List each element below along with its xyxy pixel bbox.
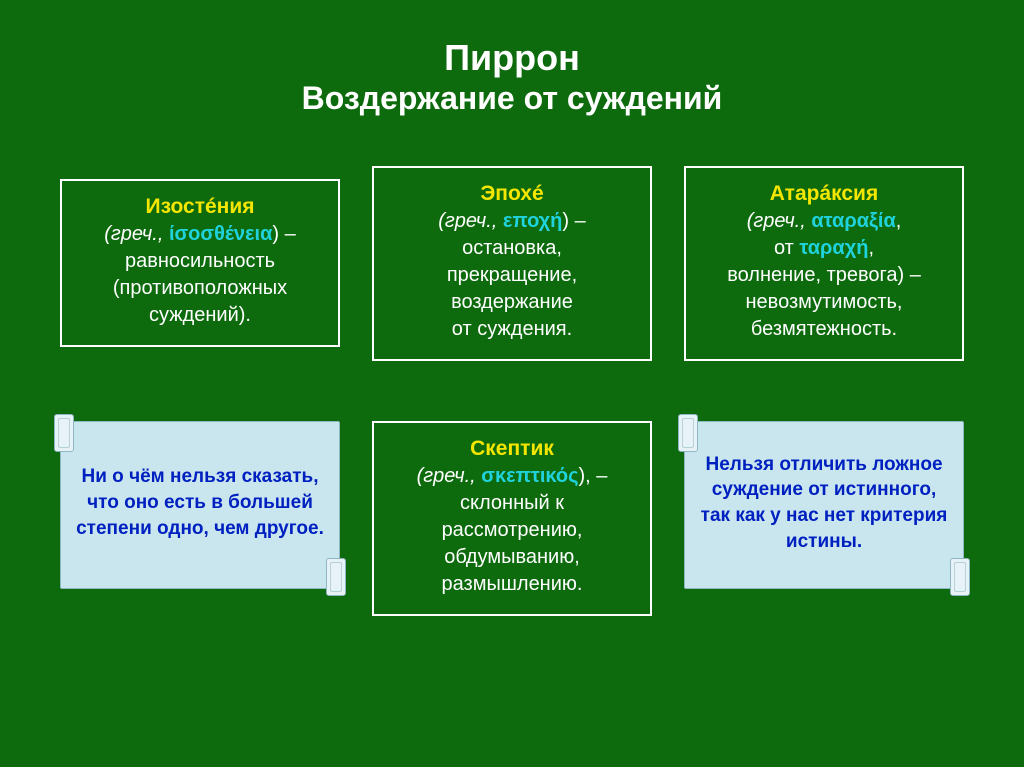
def-line: остановка, — [382, 235, 642, 262]
card-skeptik: Скептик (греч., σκεπτικός), – склонный к… — [372, 421, 652, 616]
etymology-line-2: от ταραχή, — [694, 235, 954, 262]
etymology-line: (греч., αταραξία, — [694, 208, 954, 235]
term: Эпохé — [382, 180, 642, 208]
greek-word: σκεπτικός — [481, 465, 578, 487]
def-line: склонный к — [382, 490, 642, 517]
scroll-text: Нельзя отличить ложное суждение от истин… — [697, 452, 951, 555]
def-line: невозмутимость, — [694, 289, 954, 316]
etymology-line: (греч., σκεπτικός), – — [382, 463, 642, 490]
scroll-left: Ни о чём нельзя сказать, что оно есть в … — [60, 421, 340, 589]
greek-suffix: ) – — [562, 210, 585, 232]
card-isostenia: Изостéния (греч., ίσοσθένεια) – равносил… — [60, 179, 340, 347]
scroll-roll-icon — [678, 414, 698, 452]
def-line: прекращение, — [382, 262, 642, 289]
definitions-row-bottom: Ни о чём нельзя сказать, что оно есть в … — [0, 421, 1024, 616]
def-line: волнение, тревога) – — [694, 262, 954, 289]
def-line: размышлению. — [382, 571, 642, 598]
term: Атарáксия — [694, 180, 954, 208]
scroll-right: Нельзя отличить ложное суждение от истин… — [684, 421, 964, 589]
greek-suffix: ), – — [579, 465, 608, 487]
slide-title: Пиррон Воздержание от суждений — [0, 0, 1024, 118]
greek-suffix: ) – — [272, 223, 295, 245]
title-line-1: Пиррон — [0, 36, 1024, 79]
def-line: обдумыванию, — [382, 544, 642, 571]
scroll-roll-icon — [950, 558, 970, 596]
definitions-row-top: Изостéния (греч., ίσοσθένεια) – равносил… — [0, 166, 1024, 361]
card-epoche: Эпохé (греч., εποχή) – остановка, прекра… — [372, 166, 652, 361]
etymology-line: (греч., ίσοσθένεια) – — [70, 221, 330, 248]
card-ataraxia: Атарáксия (греч., αταραξία, от ταραχή, в… — [684, 166, 964, 361]
def-line: от суждения. — [382, 316, 642, 343]
def-line: воздержание — [382, 289, 642, 316]
from-label: от — [774, 237, 799, 259]
greek-prefix: (греч., — [438, 210, 503, 232]
def-line: рассмотрению, — [382, 517, 642, 544]
greek-prefix: (греч., — [417, 465, 482, 487]
greek-suffix-2: , — [868, 237, 874, 259]
greek-prefix: (греч., — [104, 223, 169, 245]
def-line: равносильность — [70, 248, 330, 275]
term: Скептик — [382, 435, 642, 463]
term: Изостéния — [70, 193, 330, 221]
def-line: безмятежность. — [694, 316, 954, 343]
scroll-body: Ни о чём нельзя сказать, что оно есть в … — [60, 421, 340, 589]
greek-suffix: , — [896, 210, 902, 232]
greek-word: αταραξία — [811, 210, 895, 232]
etymology-line: (греч., εποχή) – — [382, 208, 642, 235]
def-line: суждений). — [70, 302, 330, 329]
scroll-text: Ни о чём нельзя сказать, что оно есть в … — [73, 464, 327, 541]
greek-word-2: ταραχή — [799, 237, 868, 259]
greek-word: ίσοσθένεια — [169, 223, 272, 245]
scroll-body: Нельзя отличить ложное суждение от истин… — [684, 421, 964, 589]
scroll-roll-icon — [326, 558, 346, 596]
title-line-2: Воздержание от суждений — [0, 79, 1024, 117]
greek-word: εποχή — [503, 210, 562, 232]
scroll-roll-icon — [54, 414, 74, 452]
def-line: (противоположных — [70, 275, 330, 302]
greek-prefix: (греч., — [747, 210, 812, 232]
